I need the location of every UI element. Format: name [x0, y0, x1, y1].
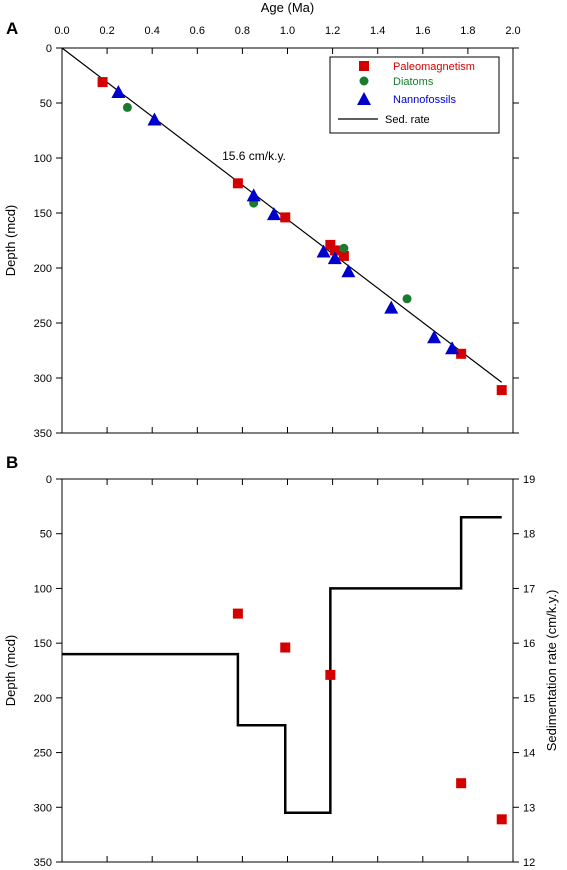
- y2-tick-label: 16: [523, 638, 535, 650]
- x-tick-label: 1.6: [415, 25, 430, 37]
- x-tick-label: 0.8: [235, 25, 250, 37]
- y-tick-label-b: 50: [40, 529, 52, 541]
- paleomag-point-b: [456, 778, 467, 789]
- y-tick-label-b: 0: [46, 474, 52, 486]
- paleomag-point: [232, 178, 243, 189]
- y-tick-label: 150: [34, 208, 52, 220]
- slope-annotation: 15.6 cm/k.y.: [222, 149, 286, 163]
- y2-tick-label: 18: [523, 529, 535, 541]
- y-tick-label-b: 150: [34, 638, 52, 650]
- x-tick-label: 1.2: [325, 25, 340, 37]
- y-tick-label: 200: [34, 263, 52, 275]
- legend-diatoms-swatch: [359, 76, 369, 86]
- nannofossil-point: [445, 341, 460, 355]
- panel-label-b: B: [6, 453, 18, 472]
- legend-box: [329, 56, 500, 134]
- legend-paleomag-swatch: [359, 61, 369, 71]
- y-tick-label: 350: [34, 428, 52, 440]
- paleomag-point: [456, 348, 467, 359]
- nannofossil-point: [316, 244, 331, 258]
- paleomag-point: [325, 239, 336, 250]
- y2-tick-label: 14: [523, 748, 535, 760]
- x-tick-label: 1.8: [460, 25, 475, 37]
- sed-rate-step-line: [62, 516, 502, 815]
- y-axis-title-a: Depth (mcd): [3, 205, 18, 277]
- y2-tick-label: 15: [523, 693, 535, 705]
- x-tick-label: 1.4: [370, 25, 385, 37]
- paleomag-point-b: [496, 814, 507, 825]
- y-tick-label: 0: [46, 43, 52, 55]
- legend-sed-rate-label: Sed. rate: [385, 114, 430, 126]
- y-tick-label: 100: [34, 153, 52, 165]
- x-tick-label: 0.0: [54, 25, 69, 37]
- nannofossil-point: [111, 85, 126, 98]
- paleomag-point: [280, 212, 291, 223]
- legend-nannofossils-swatch: [357, 92, 371, 105]
- diatom-point: [122, 102, 132, 112]
- paleomag-point-b: [232, 608, 243, 619]
- plot-frame-b: [61, 478, 514, 863]
- nannofossil-point: [384, 300, 399, 314]
- paleomag-point: [97, 77, 108, 88]
- x-axis-title: Age (Ma): [261, 0, 314, 15]
- paleomag-point-b: [325, 669, 336, 680]
- legend-diatoms-label: Diatoms: [393, 76, 434, 88]
- y2-tick-label: 19: [523, 474, 535, 486]
- nannofossil-point: [327, 251, 342, 265]
- y2-axis-title: Sedimentation rate (cm/k.y.): [544, 590, 559, 752]
- y-tick-label-b: 300: [34, 802, 52, 814]
- nannofossil-point: [147, 112, 162, 126]
- paleomag-point: [329, 245, 340, 256]
- diatom-point: [339, 243, 349, 253]
- nannofossil-point: [266, 207, 281, 221]
- x-tick-label: 0.2: [99, 25, 114, 37]
- paleomag-point-b: [280, 642, 291, 653]
- y2-tick-label: 12: [523, 857, 535, 869]
- nannofossil-point: [341, 264, 356, 278]
- y-axis-title-b: Depth (mcd): [3, 635, 18, 707]
- panel-label-a: A: [6, 19, 18, 38]
- paleomag-point: [338, 250, 349, 261]
- panel-a: A Age (Ma) Depth (mcd) 0.0 0.2 0.4 0.6 0.8 1.0 1.…: [3, 0, 521, 440]
- y-tick-label-b: 200: [34, 693, 52, 705]
- y-tick-label-b: 350: [34, 857, 52, 869]
- y2-tick-label: 13: [523, 802, 535, 814]
- y-tick-label: 50: [40, 98, 52, 110]
- x-tick-label: 0.4: [145, 25, 160, 37]
- y-tick-label: 250: [34, 318, 52, 330]
- panel-b: B Depth (mcd) Sedimentation rate (cm/k.y.)…: [3, 453, 559, 869]
- legend-paleomag-label: Paleomagnetism: [393, 61, 475, 73]
- legend-nannofossils-label: Nannofossils: [393, 94, 456, 106]
- y2-tick-label: 17: [523, 583, 535, 595]
- x-tick-label: 1.0: [280, 25, 295, 37]
- y-tick-label-b: 250: [34, 748, 52, 760]
- diatom-point: [402, 294, 412, 304]
- y-tick-label: 300: [34, 373, 52, 385]
- nannofossil-point: [427, 330, 442, 344]
- nannofossil-point: [246, 188, 261, 202]
- x-tick-label: 2.0: [505, 25, 520, 37]
- paleomag-point: [496, 385, 507, 396]
- x-tick-label: 0.6: [190, 25, 205, 37]
- y-tick-label-b: 100: [34, 583, 52, 595]
